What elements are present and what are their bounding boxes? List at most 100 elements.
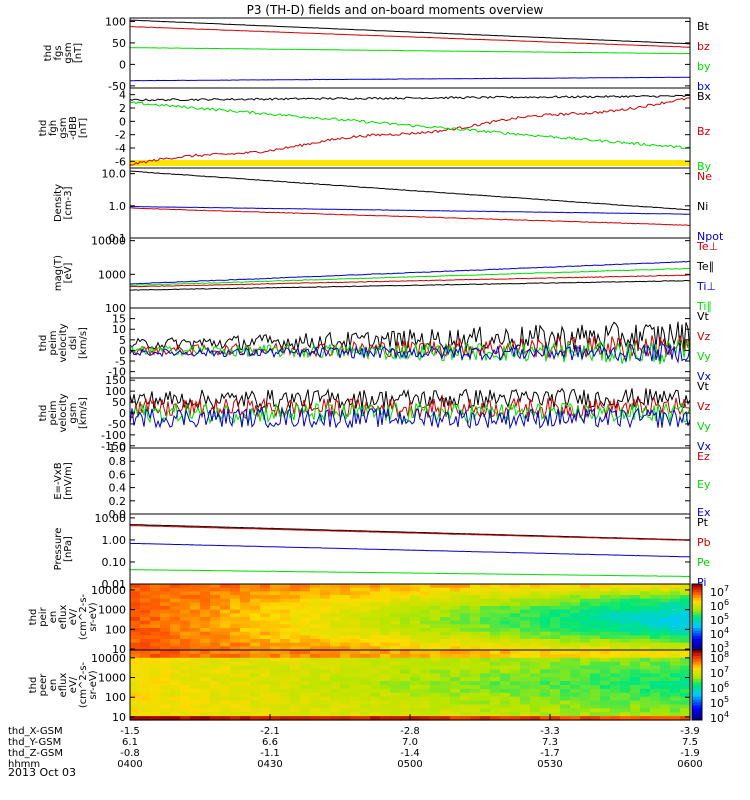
heatmap-cell <box>190 606 201 611</box>
heatmap-cell <box>140 712 151 717</box>
heatmap-cell <box>490 661 501 667</box>
heatmap-cell <box>280 598 291 603</box>
heatmap-cell <box>260 620 271 625</box>
heatmap-cell <box>260 628 271 633</box>
heatmap-cell <box>610 716 621 721</box>
heatmap-cell <box>340 685 351 690</box>
heatmap-cell <box>370 598 381 603</box>
colorbar-label: 107 <box>710 665 729 680</box>
heatmap-cell <box>260 635 271 640</box>
heatmap-cell <box>400 661 411 667</box>
heatmap-cell <box>360 598 371 603</box>
heatmap-cell <box>130 677 141 682</box>
heatmap-cell <box>590 598 601 603</box>
heatmap-cell <box>280 708 291 713</box>
heatmap-cell <box>250 681 261 686</box>
heatmap-cell <box>420 631 431 636</box>
heatmap-cell <box>370 688 381 694</box>
heatmap-cell <box>300 692 311 698</box>
heatmap-cell <box>410 595 421 600</box>
heatmap-cell <box>490 665 501 671</box>
heatmap-cell <box>140 657 151 663</box>
y-tick-label: 0.01 <box>102 578 127 591</box>
heatmap-cell <box>320 665 331 671</box>
heatmap-cell <box>310 657 321 663</box>
heatmap-cell <box>130 657 141 663</box>
heatmap-cell <box>230 609 241 614</box>
heatmap-cell <box>670 692 681 698</box>
heatmap-cell <box>540 716 551 721</box>
heatmap-cell <box>320 639 331 644</box>
heatmap-cell <box>660 716 671 721</box>
heatmap-cell <box>250 584 261 589</box>
heatmap-cell <box>470 677 481 682</box>
heatmap-cell <box>160 606 171 611</box>
heatmap-cell <box>540 591 551 596</box>
heatmap-cell <box>660 602 671 607</box>
heatmap-cell <box>560 657 571 663</box>
heatmap-cell <box>340 704 351 709</box>
heatmap-cell <box>280 595 291 600</box>
heatmap-cell <box>240 639 251 644</box>
colorbar-segment <box>692 630 702 634</box>
heatmap-cell <box>540 606 551 611</box>
legend-Bz: Bz <box>697 125 711 138</box>
legend-Ni: Ni <box>697 200 708 213</box>
heatmap-cell <box>550 700 561 706</box>
heatmap-cell <box>490 635 501 640</box>
heatmap-cell <box>670 708 681 713</box>
heatmap-cell <box>510 716 521 721</box>
heatmap-cell <box>290 653 301 659</box>
heatmap-cell <box>500 635 511 640</box>
heatmap-cell <box>240 708 251 713</box>
heatmap-cell <box>470 595 481 600</box>
heatmap-cell <box>380 598 391 603</box>
colorbar-segment <box>692 696 702 701</box>
heatmap-cell <box>550 653 561 659</box>
heatmap-cell <box>150 685 161 690</box>
heatmap-cell <box>470 712 481 717</box>
heatmap-cell <box>630 609 641 614</box>
heatmap-cell <box>440 696 451 702</box>
heatmap-cell <box>650 606 661 611</box>
heatmap-cell <box>430 635 441 640</box>
heatmap-cell <box>380 700 391 706</box>
heatmap-cell <box>660 620 671 625</box>
heatmap-cell <box>400 584 411 589</box>
heatmap-cell <box>200 642 211 647</box>
heatmap-cell <box>680 700 691 706</box>
heatmap-cell <box>520 639 531 644</box>
heatmap-cell <box>400 650 411 655</box>
y-tick-label: 10.00 <box>95 512 127 525</box>
y-tick-label: 0.4 <box>109 482 127 495</box>
heatmap-cell <box>430 669 441 674</box>
heatmap-cell <box>140 613 151 618</box>
heatmap-cell <box>560 642 571 647</box>
heatmap-cell <box>140 708 151 713</box>
heatmap-cell <box>350 669 361 674</box>
heatmap-cell <box>570 704 581 709</box>
heatmap-cell <box>280 669 291 674</box>
heatmap-cell <box>300 628 311 633</box>
heatmap-cell <box>430 653 441 659</box>
heatmap-cell <box>170 653 181 659</box>
heatmap-cell <box>650 595 661 600</box>
colorbar-segment <box>692 705 702 709</box>
heatmap-cell <box>490 628 501 633</box>
heatmap-cell <box>620 606 631 611</box>
heatmap-cell <box>550 650 561 655</box>
heatmap-cell <box>150 696 161 702</box>
heatmap-cell <box>560 681 571 686</box>
heatmap-cell <box>240 677 251 682</box>
heatmap-cell <box>390 606 401 611</box>
heatmap-cell <box>360 646 371 651</box>
heatmap-cell <box>480 688 491 694</box>
colorbar-segment <box>692 693 702 698</box>
heatmap-cell <box>430 631 441 636</box>
y-axis-label: thd <box>38 120 49 137</box>
heatmap-cell <box>660 650 671 655</box>
y-axis-label: velocity <box>58 323 69 362</box>
heatmap-cell <box>160 716 171 721</box>
heatmap-cell <box>400 631 411 636</box>
heatmap-cell <box>200 609 211 614</box>
